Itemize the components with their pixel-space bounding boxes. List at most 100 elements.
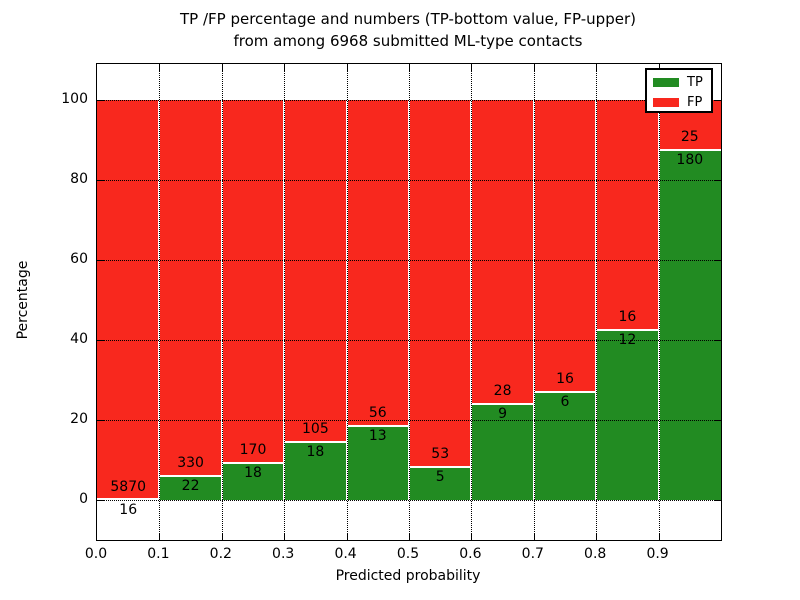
x-tick-label-0.5: 0.5 [396,546,420,562]
y-tick-label-100: 100 [61,91,88,107]
legend-swatch-FP [653,97,679,107]
x-gridline [409,64,410,540]
bar-segment-fp-7 [533,100,597,391]
legend: TP FP [645,68,713,113]
legend-entry-FP: FP [653,94,703,110]
tp-count-label-8: 12 [618,331,637,348]
bar-segment-tp-3 [284,441,347,500]
tp-count-label-0: 16 [119,501,138,518]
fp-count-label-4: 56 [368,404,387,421]
x-tick-top [471,65,473,71]
x-gridline [284,64,286,540]
bar-segment-tp-6 [471,402,534,500]
x-tick-label-0.2: 0.2 [209,546,232,562]
x-axis-label: Predicted probability [335,568,481,584]
legend-label-TP: TP [687,74,703,90]
y-axis-label: Percentage [15,260,31,340]
tp-count-label-5: 5 [435,468,445,485]
y-tick-right [714,420,720,421]
fp-count-label-1: 330 [177,455,204,471]
y-tick-left [98,100,104,101]
y-tick-left [98,500,104,501]
fp-count-label-8: 16 [618,308,637,325]
y-tick-right [714,180,720,181]
y-tick-right [714,260,720,261]
x-tick-top [221,65,223,71]
bar-segment-tp-2 [221,461,285,500]
x-gridline [221,64,223,540]
y-tick-left [98,180,104,181]
tp-count-label-6: 9 [498,405,508,422]
fp-count-label-9: 25 [680,128,699,145]
bar-segment-tp-5 [409,465,472,500]
x-tick-top [533,65,535,71]
bar-segment-fp-6 [471,100,534,403]
x-tick-label-0.1: 0.1 [147,546,170,562]
fp-count-label-6: 28 [493,382,512,399]
bar-segment-fp-5 [409,100,472,466]
x-tick-bottom [409,533,410,539]
fp-count-label-2: 170 [239,441,267,458]
legend-entry-TP: TP [653,74,703,90]
bar-segment-tp-7 [533,390,597,500]
fp-count-label-5: 53 [431,445,450,462]
bar-segment-tp-4 [346,424,409,500]
y-gridline [97,180,721,181]
y-gridline [97,340,721,341]
x-tick-label-0.7: 0.7 [521,546,544,562]
x-tick-bottom [533,533,535,539]
y-gridline [97,100,721,101]
x-tick-top [596,65,598,71]
y-tick-left [98,340,104,341]
x-tick-label-0.6: 0.6 [459,546,482,562]
y-tick-right [714,100,720,101]
x-tick-top [346,65,348,71]
tp-count-label-2: 18 [244,464,262,481]
fp-count-label-7: 16 [556,370,574,387]
x-tick-bottom [596,533,598,539]
legend-label-FP: FP [687,94,703,110]
x-tick-bottom [471,533,473,539]
bar-segment-fp-4 [346,100,409,425]
chart-title-line2: from among 6968 submitted ML-type contac… [233,32,583,50]
legend-swatch-TP [653,77,679,87]
x-tick-top [284,65,286,71]
fp-count-label-0: 5870 [110,478,147,495]
y-tick-left [98,260,104,261]
x-gridline [533,64,535,540]
tp-count-label-7: 6 [560,393,570,410]
y-tick-label-80: 80 [70,171,88,187]
y-tick-label-60: 60 [70,251,88,267]
x-gridline [658,64,660,540]
chart-title: TP /FP percentage and numbers (TP-bottom… [96,8,720,52]
bar-segment-tp-9 [658,148,721,500]
tp-count-label-3: 18 [306,444,325,461]
y-tick-label-20: 20 [70,411,88,427]
x-gridline [346,64,348,540]
x-tick-bottom [159,533,161,539]
x-gridline [159,64,161,540]
x-tick-bottom [658,533,660,539]
y-tick-left [98,420,104,421]
bar-segment-tp-8 [596,328,659,500]
x-tick-label-0.8: 0.8 [584,546,607,562]
y-tick-label-0: 0 [79,491,88,507]
x-tick-label-0.3: 0.3 [272,546,295,562]
bar-segment-fp-8 [596,100,659,329]
y-tick-right [714,500,720,501]
y-gridline [97,420,721,421]
x-tick-bottom [221,533,223,539]
x-tick-bottom [284,533,286,539]
plot-area: 5870 16 330 22 170 18 105 18 56 13 53 5 28 9 16 6 16 12 25… [96,63,722,541]
y-gridline [97,260,721,261]
fp-count-label-3: 105 [302,421,329,438]
bar-segment-tp-0 [97,498,160,500]
bar-segment-fp-3 [284,100,347,442]
x-tick-top [409,65,410,71]
bar-segment-fp-0 [97,100,160,499]
y-gridline [97,500,721,501]
bar-segment-tp-1 [159,475,222,500]
x-tick-label-0.9: 0.9 [646,546,669,562]
y-tick-right [714,340,720,341]
